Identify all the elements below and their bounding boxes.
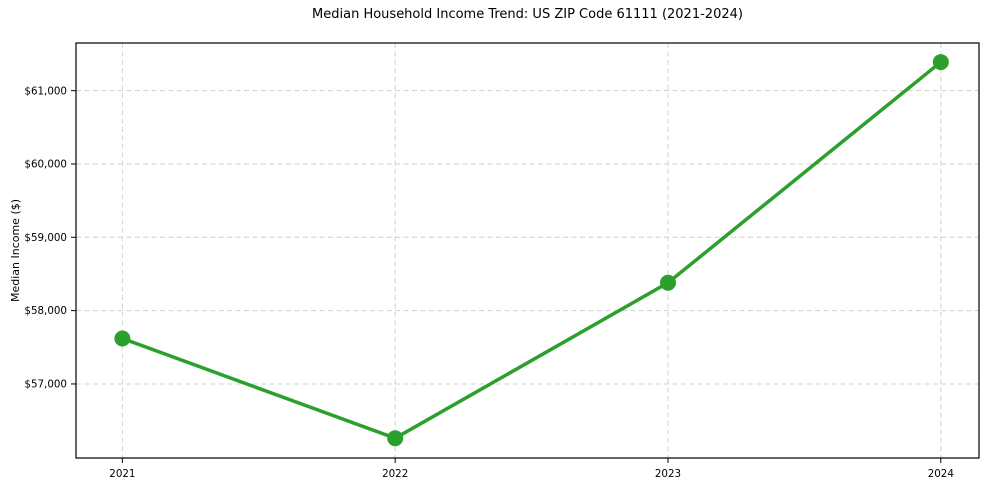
y-tick-label: $60,000: [24, 159, 67, 171]
trend-line: [121, 60, 942, 440]
x-tick-label: 2024: [928, 468, 954, 480]
data-point: [932, 54, 949, 71]
data-point: [387, 430, 404, 447]
x-tick-label: 2022: [382, 468, 408, 480]
y-tick-label: $57,000: [24, 379, 67, 391]
axes-frame: [75, 42, 980, 459]
y-tick-label: $59,000: [24, 232, 67, 244]
x-tick-label: 2023: [655, 468, 681, 480]
y-tick-label: $58,000: [24, 305, 67, 317]
data-point: [114, 330, 131, 347]
y-tick-label: $61,000: [24, 85, 67, 97]
x-tick-label: 2021: [109, 468, 135, 480]
data-point: [659, 274, 676, 291]
chart-title: Median Household Income Trend: US ZIP Co…: [312, 7, 743, 22]
